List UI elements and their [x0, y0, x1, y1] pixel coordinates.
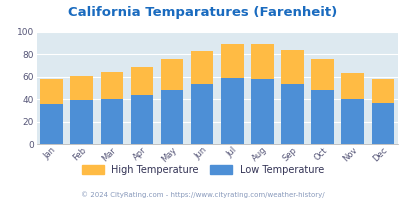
Bar — [250, 79, 273, 144]
Bar — [160, 59, 183, 90]
Bar — [341, 99, 363, 144]
Bar — [190, 51, 213, 84]
Bar — [130, 95, 153, 144]
Bar — [220, 44, 243, 78]
Bar — [40, 79, 63, 104]
Bar — [311, 59, 333, 90]
Bar — [371, 103, 393, 144]
Bar — [220, 78, 243, 144]
Text: © 2024 CityRating.com - https://www.cityrating.com/weather-history/: © 2024 CityRating.com - https://www.city… — [81, 191, 324, 198]
Bar — [371, 79, 393, 103]
Bar — [190, 84, 213, 144]
Bar — [100, 99, 123, 144]
Bar — [281, 50, 303, 84]
Bar — [281, 84, 303, 144]
Bar — [250, 44, 273, 79]
Bar — [70, 76, 93, 100]
Bar — [341, 73, 363, 99]
Legend: High Temperature, Low Temperature: High Temperature, Low Temperature — [82, 165, 323, 175]
Bar — [311, 90, 333, 144]
Bar — [40, 104, 63, 144]
Bar — [160, 90, 183, 144]
Text: California Temparatures (Farenheit): California Temparatures (Farenheit) — [68, 6, 337, 19]
Bar — [100, 72, 123, 99]
Bar — [70, 100, 93, 144]
Bar — [130, 67, 153, 95]
